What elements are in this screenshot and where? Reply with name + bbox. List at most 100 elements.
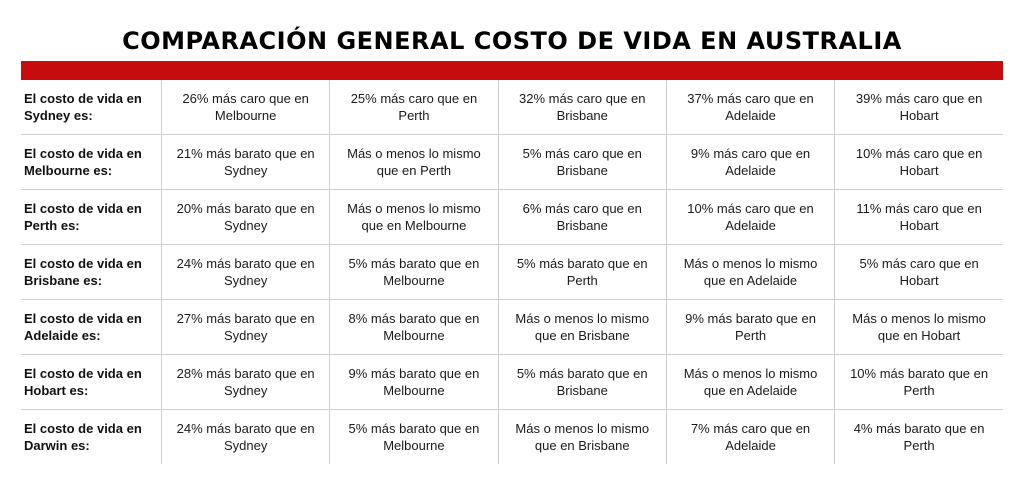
row-label-line: El costo de vida en xyxy=(24,366,142,381)
comparison-cell: 24% más barato que en Sydney xyxy=(160,244,330,300)
row-label: El costo de vida en Brisbane es: xyxy=(21,244,162,300)
comparison-city: Brisbane xyxy=(556,218,608,233)
row-label-city: Brisbane es: xyxy=(24,273,103,288)
comparison-text: 24% más barato que en xyxy=(176,421,315,436)
comparison-cell: 25% más caro que en Perth xyxy=(329,80,499,135)
cost-comparison-table: El costo de vida en Sydney es: 26% más car… xyxy=(21,80,1003,464)
comparison-text: Más o menos lo mismo xyxy=(347,146,481,161)
comparison-cell: 10% más barato que en Perth xyxy=(834,354,1003,410)
comparison-cell: 24% más barato que en Sydney xyxy=(160,409,330,464)
comparison-city: Hobart xyxy=(899,108,939,123)
comparison-cell: 8% más barato que en Melbourne xyxy=(329,299,499,355)
comparison-text: Más o menos lo mismo xyxy=(347,201,481,216)
comparison-city: Melbourne xyxy=(383,273,445,288)
row-label: El costo de vida en Adelaide es: xyxy=(21,299,162,355)
comparison-city: que en Melbourne xyxy=(361,218,467,233)
comparison-text: 10% más caro que en xyxy=(687,201,814,216)
comparison-text: 27% más barato que en xyxy=(176,311,315,326)
comparison-text: 9% más barato que en xyxy=(685,311,816,326)
comparison-cell: Más o menos lo mismo que en Brisbane xyxy=(497,409,667,464)
comparison-cell: 10% más caro que en Adelaide xyxy=(665,189,835,245)
table-row: El costo de vida en Sydney es: 26% más car… xyxy=(21,80,1003,135)
comparison-city: Hobart xyxy=(899,218,939,233)
comparison-cell: 5% más caro que en Hobart xyxy=(834,244,1003,300)
comparison-city: Brisbane xyxy=(556,163,608,178)
row-label-line: El costo de vida en xyxy=(24,421,142,436)
table-row: El costo de vida en Adelaide es: 27% más b… xyxy=(21,299,1003,355)
comparison-text: Más o menos lo mismo xyxy=(852,311,986,326)
comparison-text: 39% más caro que en xyxy=(855,91,983,106)
comparison-city: Sydney xyxy=(223,273,268,288)
comparison-city: Perth xyxy=(398,108,430,123)
comparison-text: 9% más barato que en xyxy=(348,366,480,381)
table-row: El costo de vida en Melbourne es: 21% más … xyxy=(21,134,1003,190)
comparison-text: 26% más caro que en xyxy=(182,91,309,106)
comparison-city: Melbourne xyxy=(383,328,445,343)
comparison-cell: 4% más barato que en Perth xyxy=(834,409,1003,464)
comparison-cell: Más o menos lo mismo que en Adelaide xyxy=(665,354,835,410)
comparison-city: Hobart xyxy=(899,273,939,288)
comparison-city: Melbourne xyxy=(383,438,445,453)
table-row: El costo de vida en Hobart es: 28% más bar… xyxy=(21,354,1003,410)
comparison-text: 10% más barato que en xyxy=(850,366,989,381)
comparison-city: Hobart xyxy=(899,163,939,178)
comparison-cell: 21% más barato que en Sydney xyxy=(160,134,330,190)
row-label: El costo de vida en Sydney es: xyxy=(21,80,162,135)
comparison-text: 5% más barato que en xyxy=(516,256,648,271)
comparison-text: 11% más caro que en xyxy=(856,201,982,216)
comparison-text: 21% más barato que en xyxy=(176,146,315,161)
comparison-text: 32% más caro que en xyxy=(519,91,646,106)
comparison-text: 7% más caro que en xyxy=(690,421,811,436)
comparison-cell: Más o menos lo mismo que en Adelaide xyxy=(665,244,835,300)
comparison-city: Sydney xyxy=(223,328,268,343)
comparison-text: 5% más caro que en xyxy=(522,146,642,161)
comparison-cell: 9% más barato que en Melbourne xyxy=(329,354,499,410)
comparison-cell: 37% más caro que en Adelaide xyxy=(665,80,835,135)
comparison-city: que en Perth xyxy=(376,163,452,178)
comparison-text: Más o menos lo mismo xyxy=(683,366,818,381)
comparison-text: 37% más caro que en xyxy=(687,91,814,106)
row-label-city: Melbourne es: xyxy=(24,163,113,178)
comparison-city: Perth xyxy=(903,438,935,453)
comparison-city: Brisbane xyxy=(556,108,608,123)
row-label: El costo de vida en Melbourne es: xyxy=(21,134,162,190)
comparison-text: 5% más barato que en xyxy=(348,256,480,271)
comparison-text: Más o menos lo mismo xyxy=(515,421,650,436)
comparison-cell: 20% más barato que en Sydney xyxy=(160,189,330,245)
comparison-city: Perth xyxy=(566,273,598,288)
comparison-cell: 5% más caro que en Brisbane xyxy=(497,134,667,190)
comparison-city: Sydney xyxy=(223,438,268,453)
comparison-city: Melbourne xyxy=(383,383,445,398)
row-label-line: El costo de vida en xyxy=(24,256,142,271)
row-label-line: El costo de vida en xyxy=(24,311,142,326)
comparison-city: Perth xyxy=(735,328,767,343)
comparison-cell: 5% más barato que en Melbourne xyxy=(329,244,499,300)
row-label-city: Darwin es: xyxy=(24,438,90,453)
title-divider-bar xyxy=(21,61,1003,80)
comparison-cell: Más o menos lo mismo que en Hobart xyxy=(834,299,1003,355)
table-body: El costo de vida en Sydney es: 26% más car… xyxy=(21,80,1003,464)
comparison-city: Adelaide xyxy=(725,218,776,233)
comparison-city: Sydney xyxy=(223,218,268,233)
table-row: El costo de vida en Brisbane es: 24% más b… xyxy=(21,244,1003,300)
row-label-city: Adelaide es: xyxy=(24,328,101,343)
row-label: El costo de vida en Hobart es: xyxy=(21,354,162,410)
comparison-text: 9% más caro que en xyxy=(690,146,811,161)
comparison-text: 10% más caro que en xyxy=(855,146,983,161)
comparison-cell: 39% más caro que en Hobart xyxy=(834,80,1003,135)
comparison-cell: 5% más barato que en Perth xyxy=(497,244,667,300)
comparison-city: que en Adelaide xyxy=(703,383,798,398)
comparison-text: 28% más barato que en xyxy=(176,366,315,381)
row-label-line: El costo de vida en xyxy=(24,201,142,216)
row-label-city: Perth es: xyxy=(24,218,80,233)
comparison-cell: 9% más barato que en Perth xyxy=(665,299,835,355)
table-row: El costo de vida en Perth es: 20% más bara… xyxy=(21,189,1003,245)
comparison-text: Más o menos lo mismo xyxy=(515,311,650,326)
comparison-cell: 26% más caro que en Melbourne xyxy=(160,80,330,135)
comparison-text: 4% más barato que en xyxy=(853,421,985,436)
comparison-city: Adelaide xyxy=(725,108,776,123)
comparison-text: 24% más barato que en xyxy=(176,256,315,271)
comparison-city: Brisbane xyxy=(556,383,608,398)
comparison-city: que en Hobart xyxy=(877,328,961,343)
comparison-city: Sydney xyxy=(223,383,268,398)
